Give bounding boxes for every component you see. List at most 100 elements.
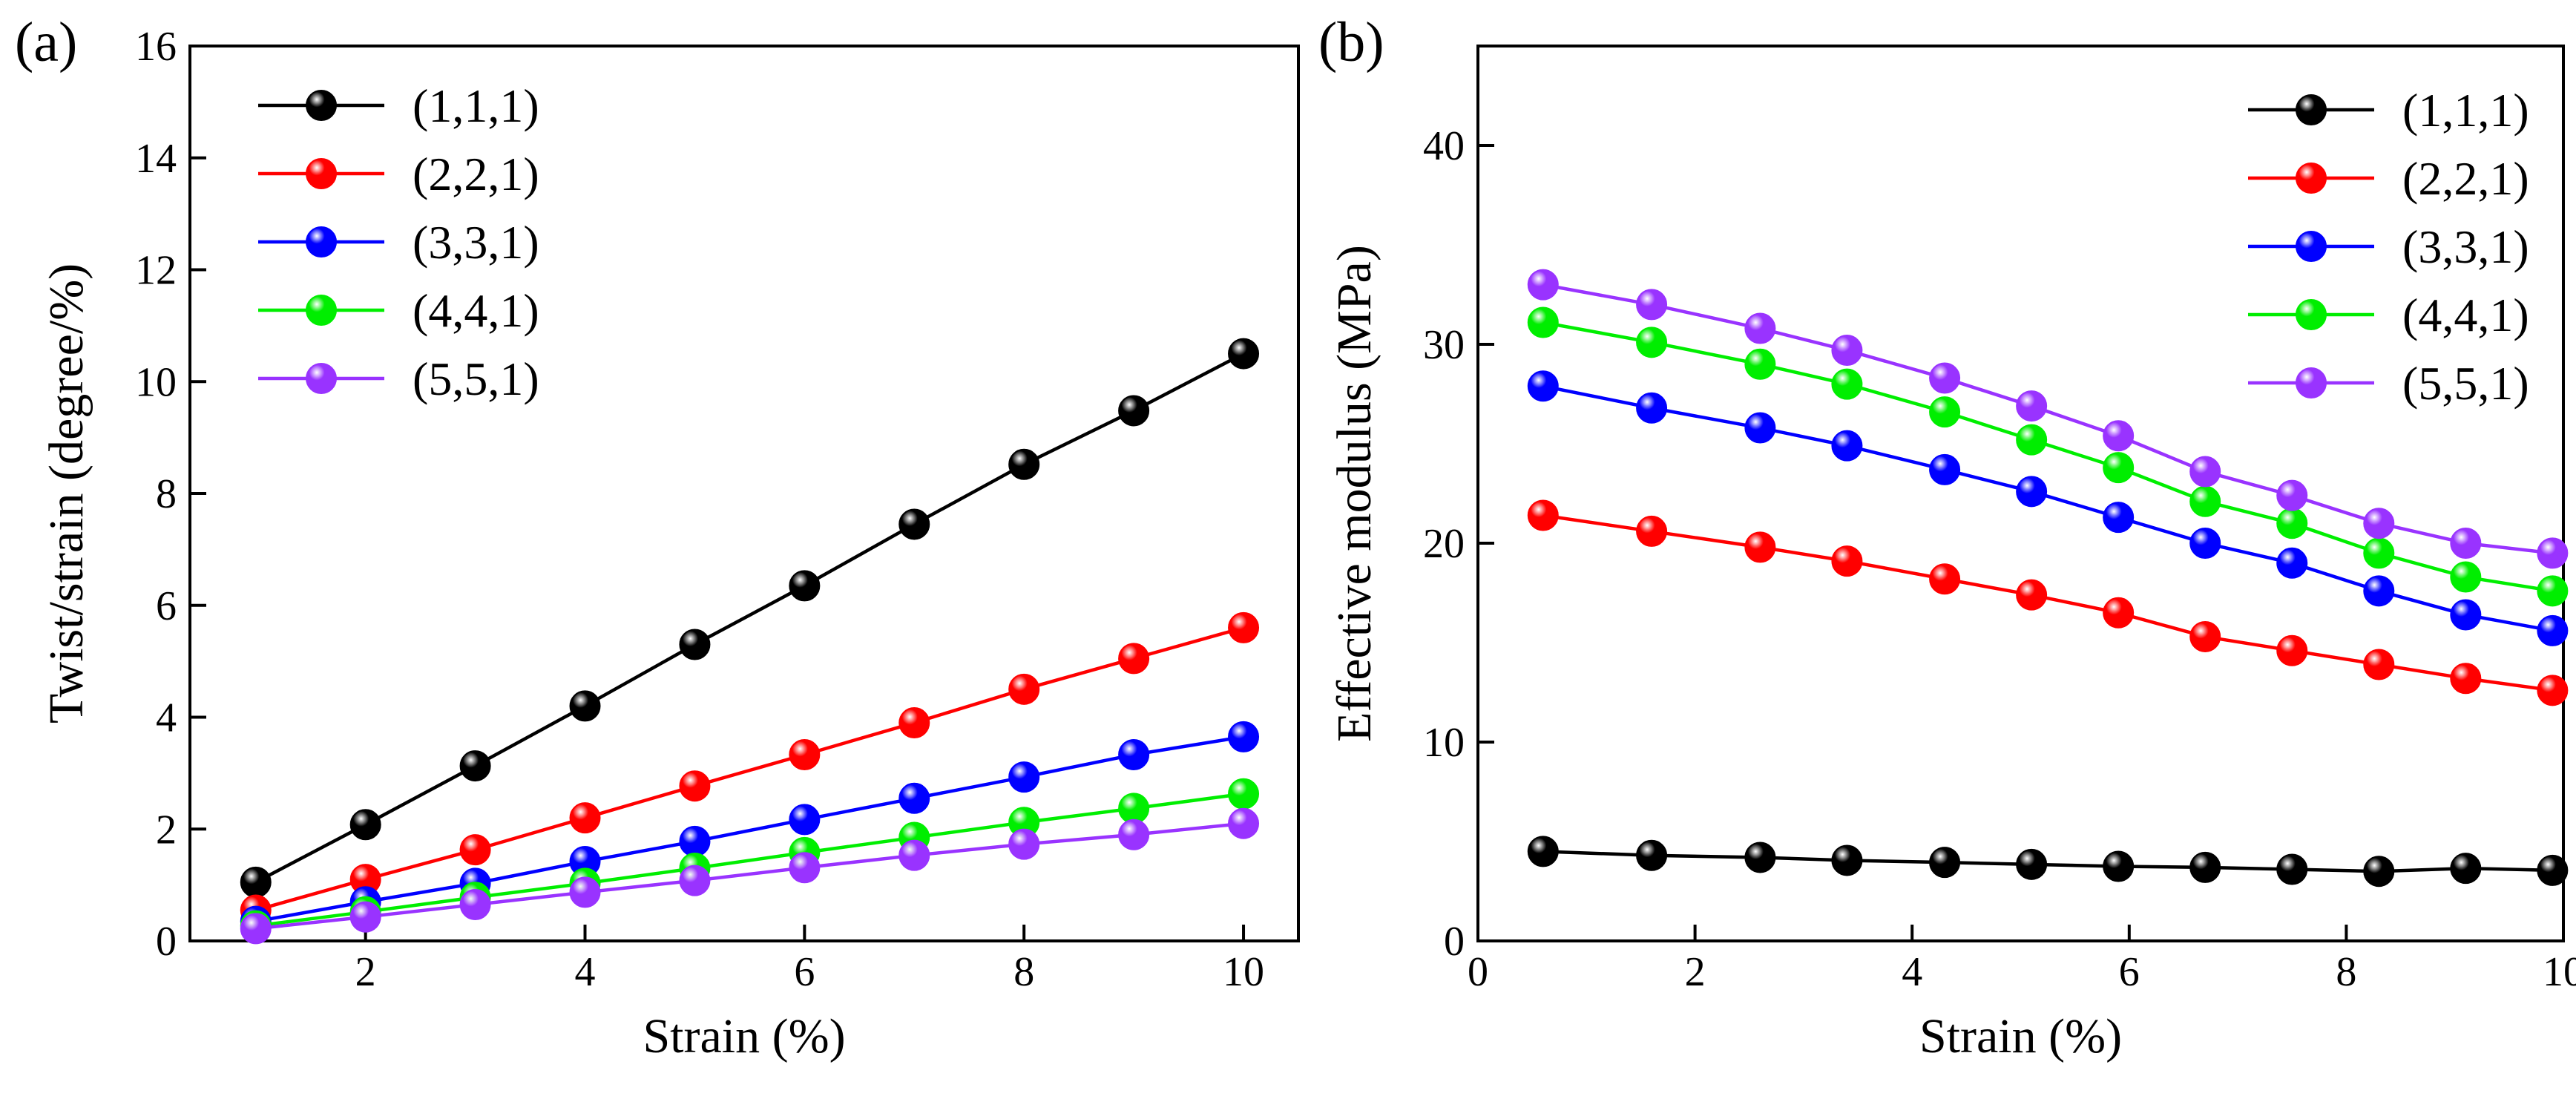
data-point — [1118, 818, 1150, 850]
data-point — [1118, 395, 1150, 427]
data-point — [2363, 856, 2395, 888]
data-point — [2276, 547, 2308, 579]
data-point — [1636, 327, 1668, 358]
data-point — [898, 782, 930, 814]
legend-label: (5,5,1) — [413, 352, 539, 405]
x-axis-title: Strain (%) — [1919, 1009, 2122, 1063]
legend-marker — [306, 90, 337, 121]
legend-label: (4,4,1) — [2402, 289, 2529, 341]
x-tick-label: 4 — [575, 949, 596, 995]
data-point — [1831, 545, 1863, 577]
data-point — [679, 865, 711, 896]
x-axis-title: Strain (%) — [643, 1009, 845, 1063]
data-point — [2016, 848, 2048, 880]
data-point — [569, 802, 601, 834]
y-tick-label: 14 — [135, 136, 177, 182]
data-point — [1008, 761, 1040, 793]
data-point — [2189, 528, 2221, 559]
legend-label: (4,4,1) — [413, 284, 539, 337]
legend-label: (5,5,1) — [2402, 357, 2529, 410]
legend-label: (1,1,1) — [413, 79, 539, 132]
data-point — [2450, 599, 2482, 631]
y-tick-label: 4 — [156, 695, 177, 741]
panel-label: (a) — [15, 11, 77, 73]
data-point — [1929, 847, 1961, 879]
plot-frame — [1476, 45, 2565, 942]
x-tick-label: 0 — [1468, 949, 1488, 995]
data-point — [1527, 499, 1559, 531]
y-tick-label: 40 — [1423, 123, 1465, 169]
data-point — [240, 913, 272, 945]
legend-marker — [2296, 367, 2327, 398]
legend-marker — [306, 226, 337, 257]
x-tick-label: 4 — [1902, 949, 1922, 995]
data-point — [1228, 611, 1260, 643]
x-tick-label: 6 — [794, 949, 815, 995]
data-point — [2103, 502, 2135, 534]
data-point — [2276, 853, 2308, 885]
data-point — [2016, 476, 2048, 508]
data-point — [569, 690, 601, 722]
data-point — [2189, 485, 2221, 517]
y-tick-label: 6 — [156, 583, 177, 629]
x-tick-label: 8 — [1013, 949, 1034, 995]
series-line — [1542, 283, 2553, 555]
data-point — [2450, 528, 2482, 559]
data-point — [240, 866, 272, 898]
series-line — [1542, 384, 2553, 633]
y-tick-label: 0 — [156, 919, 177, 965]
legend-marker — [2296, 231, 2327, 262]
legend-marker — [2296, 299, 2327, 330]
data-point — [789, 852, 821, 884]
data-point — [459, 834, 491, 866]
data-point — [1228, 721, 1260, 752]
data-point — [898, 508, 930, 540]
data-point — [1008, 448, 1040, 480]
legend-label: (2,2,1) — [2402, 152, 2529, 205]
data-point — [2016, 390, 2048, 422]
data-point — [2537, 854, 2569, 886]
legend-label: (3,3,1) — [413, 216, 539, 269]
data-point — [679, 629, 711, 660]
data-point — [459, 750, 491, 782]
series-line — [255, 821, 1244, 931]
data-point — [1228, 807, 1260, 839]
data-point — [2103, 850, 2135, 882]
data-point — [2537, 614, 2569, 646]
series-line — [1542, 850, 2553, 873]
data-point — [1831, 368, 1863, 400]
legend-marker — [2296, 94, 2327, 125]
data-point — [2363, 537, 2395, 569]
series-line — [255, 792, 1244, 928]
data-point — [1831, 335, 1863, 367]
data-point — [2537, 575, 2569, 607]
data-point — [1744, 842, 1776, 873]
data-point — [2537, 675, 2569, 706]
y-tick-label: 10 — [135, 359, 177, 405]
x-tick-label: 8 — [2336, 949, 2356, 995]
data-point — [2103, 420, 2135, 452]
y-tick-label: 0 — [1444, 919, 1465, 965]
y-tick-label: 2 — [156, 807, 177, 853]
data-point — [459, 889, 491, 921]
data-point — [1527, 306, 1559, 338]
data-point — [1636, 515, 1668, 547]
data-point — [1527, 836, 1559, 867]
y-tick-label: 12 — [135, 248, 177, 294]
data-point — [1118, 643, 1150, 675]
data-point — [898, 839, 930, 871]
y-tick-label: 10 — [1423, 720, 1465, 766]
data-point — [1008, 673, 1040, 705]
chart-panel-a: 2 4 6 8 10 0 2 4 6 8 10 12 14 16 Strain (%) Twist/strai… — [15, 11, 1300, 1063]
data-point — [2537, 537, 2569, 569]
data-point — [1744, 348, 1776, 380]
data-point — [789, 804, 821, 836]
data-point — [1228, 338, 1260, 370]
data-point — [1744, 312, 1776, 344]
data-point — [2276, 479, 2308, 511]
x-tick-label: 10 — [1223, 949, 1264, 995]
x-tick-label: 6 — [2119, 949, 2140, 995]
series-line — [1542, 321, 2553, 593]
data-point — [2189, 620, 2221, 652]
